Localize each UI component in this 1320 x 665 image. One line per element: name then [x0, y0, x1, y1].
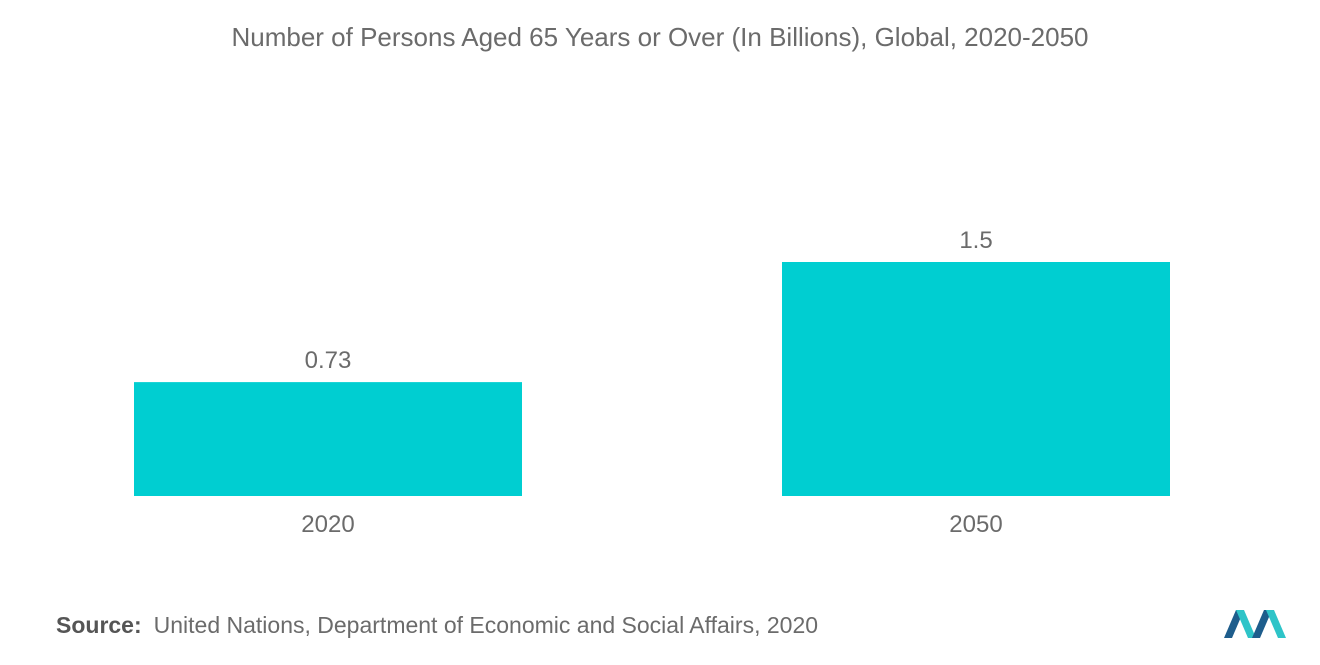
- bar-2050: [782, 262, 1170, 496]
- mordor-logo-icon: [1224, 610, 1286, 638]
- bar-chart: 0.73 2020 1.5 2050: [134, 227, 1170, 538]
- source-note: Source: United Nations, Department of Eco…: [56, 612, 818, 639]
- source-label: Source:: [56, 612, 142, 638]
- bar-2020: [134, 382, 522, 496]
- data-label-2020: 0.73: [305, 347, 352, 374]
- x-tick-label-2020: 2020: [301, 511, 354, 538]
- data-label-2050: 1.5: [959, 227, 992, 254]
- source-text: United Nations, Department of Economic a…: [153, 612, 819, 638]
- chart-title: Number of Persons Aged 65 Years or Over …: [231, 22, 1089, 52]
- x-tick-label-2050: 2050: [949, 511, 1002, 538]
